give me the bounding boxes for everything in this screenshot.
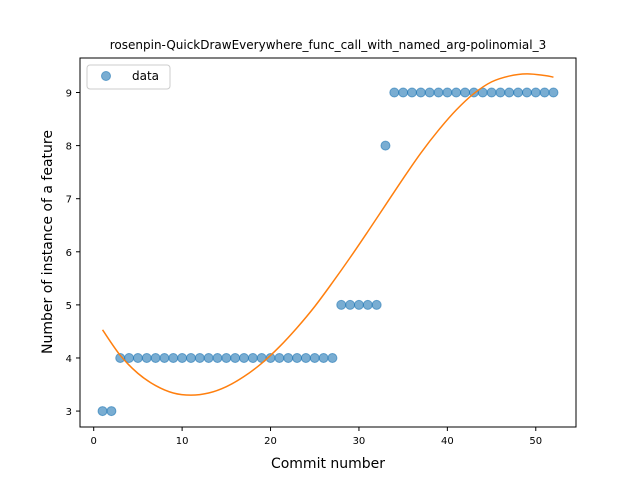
chart-title: rosenpin-QuickDrawEverywhere_func_call_w… bbox=[110, 38, 547, 52]
x-tick-label: 40 bbox=[441, 436, 454, 447]
data-point bbox=[212, 352, 223, 363]
y-tick-label: 9 bbox=[66, 89, 72, 100]
data-point bbox=[106, 406, 117, 417]
data-point bbox=[97, 406, 108, 417]
x-tick-label: 0 bbox=[91, 436, 97, 447]
data-point bbox=[300, 352, 311, 363]
data-point bbox=[415, 87, 426, 98]
x-tick-label: 50 bbox=[529, 436, 542, 447]
data-point bbox=[521, 87, 532, 98]
data-point bbox=[292, 352, 303, 363]
data-point bbox=[362, 299, 373, 310]
data-point bbox=[336, 299, 347, 310]
y-tick-label: 7 bbox=[66, 195, 72, 206]
y-tick-label: 8 bbox=[66, 142, 72, 153]
data-point bbox=[159, 352, 170, 363]
data-point bbox=[150, 352, 161, 363]
y-tick-label: 3 bbox=[66, 407, 72, 418]
data-point bbox=[177, 352, 188, 363]
y-tick-label: 5 bbox=[66, 301, 72, 312]
data-point bbox=[309, 352, 320, 363]
data-point bbox=[247, 352, 258, 363]
axis-ticks: 0 10 20 30 40 50 3 4 5 6 7 8 9 bbox=[66, 89, 543, 447]
data-point bbox=[185, 352, 196, 363]
data-point bbox=[203, 352, 214, 363]
data-point bbox=[141, 352, 152, 363]
legend-marker bbox=[101, 71, 111, 81]
data-point bbox=[230, 352, 241, 363]
data-point bbox=[380, 140, 391, 151]
data-point bbox=[451, 87, 462, 98]
data-point bbox=[132, 352, 143, 363]
x-tick-label: 20 bbox=[264, 436, 277, 447]
y-tick-label: 4 bbox=[66, 354, 72, 365]
data-point bbox=[460, 87, 471, 98]
axes-frame bbox=[79, 57, 577, 428]
y-tick-label: 6 bbox=[66, 248, 72, 259]
data-point bbox=[274, 352, 285, 363]
x-tick-label: 30 bbox=[353, 436, 366, 447]
legend-box bbox=[86, 64, 171, 90]
data-point bbox=[371, 299, 382, 310]
data-point bbox=[442, 87, 453, 98]
data-point bbox=[398, 87, 409, 98]
x-tick-label: 10 bbox=[176, 436, 189, 447]
x-axis-title: Commit number bbox=[271, 456, 385, 472]
data-point bbox=[539, 87, 550, 98]
data-point bbox=[548, 87, 559, 98]
data-point bbox=[283, 352, 294, 363]
data-point bbox=[486, 87, 497, 98]
y-axis-title: Number of instance of a feature bbox=[40, 130, 56, 354]
data-point bbox=[353, 299, 364, 310]
data-point bbox=[345, 299, 356, 310]
data-point bbox=[168, 352, 179, 363]
data-point bbox=[406, 87, 417, 98]
data-point bbox=[239, 352, 250, 363]
data-point bbox=[495, 87, 506, 98]
legend: data bbox=[86, 64, 171, 90]
data-point bbox=[318, 352, 329, 363]
plot-area bbox=[97, 73, 559, 417]
data-point bbox=[433, 87, 444, 98]
data-point bbox=[530, 87, 541, 98]
data-point bbox=[327, 352, 338, 363]
fit-curve bbox=[101, 73, 554, 396]
data-point bbox=[504, 87, 515, 98]
data-point bbox=[513, 87, 524, 98]
data-point bbox=[194, 352, 205, 363]
legend-label: data bbox=[132, 69, 159, 83]
data-point bbox=[424, 87, 435, 98]
data-point bbox=[389, 87, 400, 98]
data-point bbox=[221, 352, 232, 363]
